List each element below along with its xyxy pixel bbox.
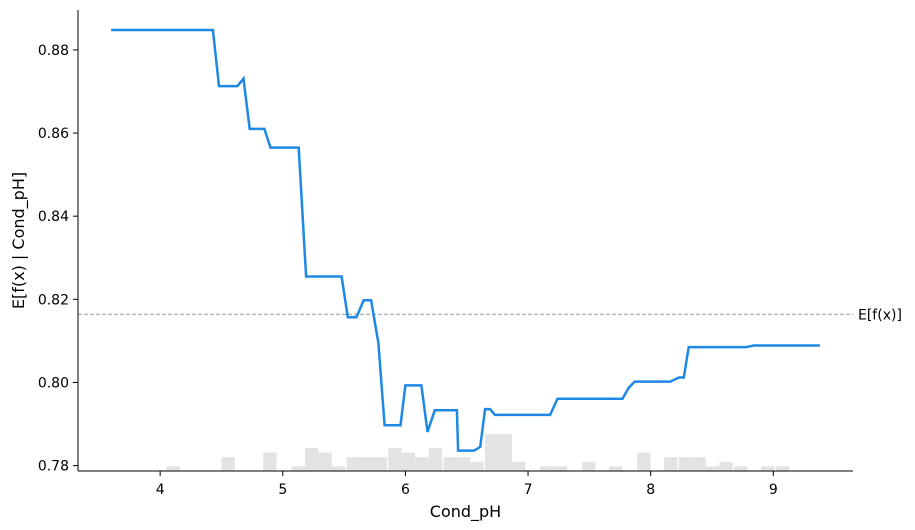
y-tick-label: 0.88 <box>38 43 69 59</box>
axes <box>77 10 853 472</box>
histogram <box>166 434 790 471</box>
histogram-bar <box>428 448 443 471</box>
y-ticks: 0.78 0.80 0.82 0.84 0.86 0.88 <box>38 43 78 475</box>
histogram-bar <box>608 466 623 471</box>
series-line <box>111 28 820 452</box>
histogram-bar <box>443 457 457 471</box>
histogram-bar <box>485 434 499 471</box>
histogram-bar <box>664 457 678 471</box>
histogram-bar <box>678 457 693 471</box>
histogram-bar <box>304 448 319 471</box>
histogram-bar <box>331 466 346 471</box>
y-axis-label: E[f(x) | Cond_pH] <box>9 172 29 309</box>
histogram-bar <box>692 457 706 471</box>
histogram-bar <box>346 457 360 471</box>
histogram-bar <box>415 457 429 471</box>
histogram-bar <box>761 466 775 471</box>
histogram-bar <box>401 452 416 471</box>
histogram-bar <box>221 457 235 471</box>
histogram-bar <box>470 461 484 471</box>
x-tick-label: 9 <box>769 482 778 498</box>
histogram-bar <box>291 466 305 471</box>
histogram-bar <box>318 452 332 471</box>
x-tick-label: 7 <box>524 482 533 498</box>
histogram-bar <box>166 466 180 471</box>
y-tick-label: 0.80 <box>38 375 69 391</box>
histogram-bar <box>581 461 596 471</box>
histogram-bar <box>540 466 554 471</box>
histogram-bar <box>388 448 402 471</box>
x-tick-label: 4 <box>156 482 165 498</box>
x-axis-label: Cond_pH <box>430 502 501 522</box>
histogram-bar <box>263 452 277 471</box>
x-tick-label: 6 <box>401 482 410 498</box>
histogram-bar <box>498 434 512 471</box>
histogram-bar <box>360 457 374 471</box>
histogram-bar <box>775 466 790 471</box>
y-tick-label: 0.78 <box>38 459 69 475</box>
x-ticks: 4 5 6 7 8 9 <box>156 471 778 498</box>
x-tick-label: 8 <box>646 482 655 498</box>
histogram-bar <box>373 457 387 471</box>
reference-line-label: E[f(x)] <box>858 307 902 323</box>
histogram-bar <box>456 457 471 471</box>
histogram-bar <box>637 452 651 471</box>
y-tick-label: 0.84 <box>38 209 69 225</box>
x-tick-label: 5 <box>278 482 287 498</box>
y-tick-label: 0.86 <box>38 126 69 142</box>
histogram-bar <box>719 461 733 471</box>
histogram-bar <box>705 466 720 471</box>
histogram-bar <box>512 461 526 471</box>
histogram-bar <box>553 466 568 471</box>
y-tick-label: 0.82 <box>38 292 69 308</box>
histogram-bar <box>734 466 748 471</box>
